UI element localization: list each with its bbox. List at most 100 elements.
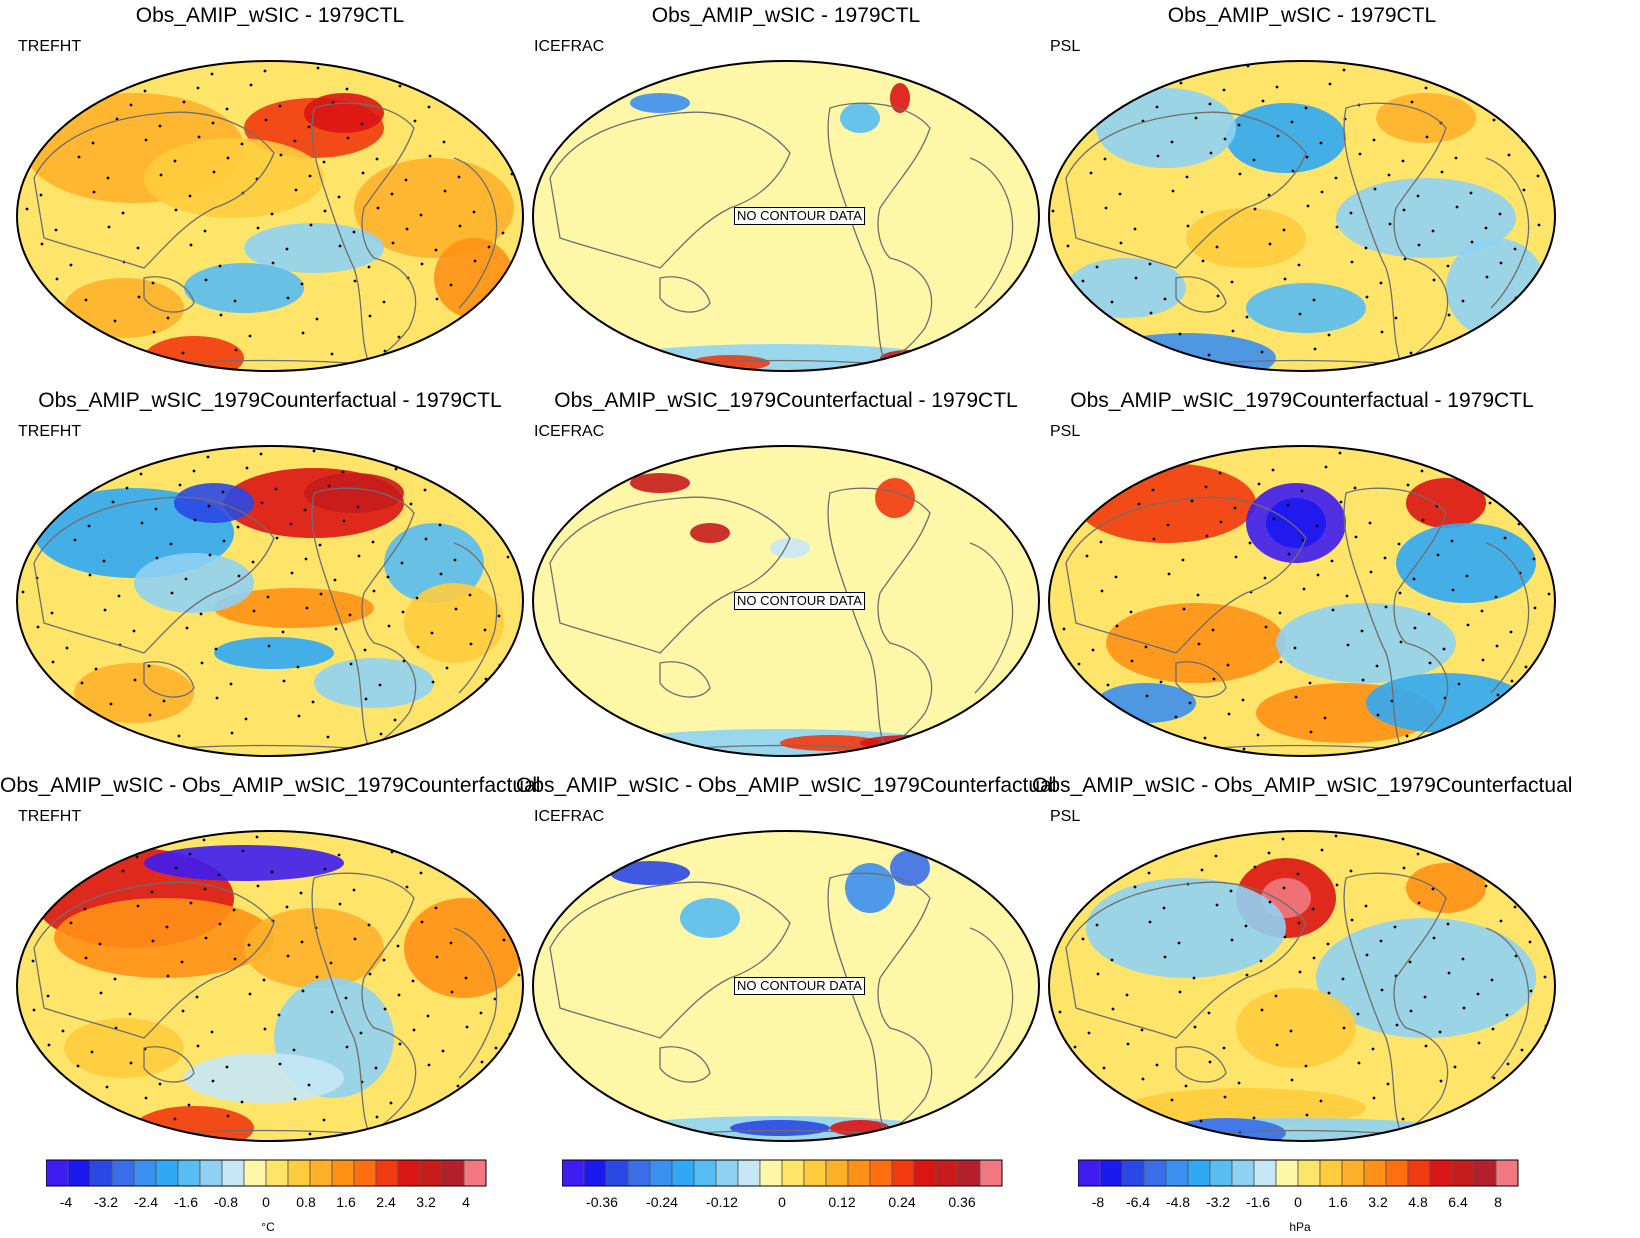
- panel-title: Obs_AMIP_wSIC_1979Counterfactual - 1979C…: [38, 389, 502, 412]
- colorbar-swatch: [1209, 1159, 1233, 1187]
- map-psl: [1048, 445, 1556, 757]
- map-field: [17, 61, 523, 371]
- anomaly-region: [1376, 93, 1476, 143]
- variable-label: ICEFRAC: [534, 808, 605, 825]
- colorbar-swatch: [671, 1159, 695, 1187]
- colorbar-swatch: [825, 1159, 849, 1187]
- colorbar-swatch: [1253, 1159, 1277, 1187]
- anomaly-region: [730, 1120, 830, 1136]
- map-field: [17, 446, 523, 756]
- anomaly-region: [1126, 1088, 1366, 1128]
- panel-title: Obs_AMIP_wSIC_1979Counterfactual - 1979C…: [554, 389, 1018, 412]
- colorbar-swatch: [869, 1159, 893, 1187]
- anomaly-region: [1336, 178, 1516, 258]
- colorbar-swatch: [419, 1159, 443, 1187]
- anomaly-region: [840, 103, 880, 133]
- anomaly-region: [244, 223, 384, 273]
- map-psl: [1048, 830, 1556, 1142]
- variable-label: PSL: [1050, 423, 1081, 440]
- colorbar-swatch: [1385, 1159, 1409, 1187]
- panel-r3c3: Obs_AMIP_wSIC - Obs_AMIP_wSIC_1979Counte…: [1032, 770, 1572, 1155]
- colorbar-swatch: [353, 1159, 377, 1187]
- colorbar-unit: hPa: [1289, 1220, 1311, 1234]
- panel-r2c3: Obs_AMIP_wSIC_1979Counterfactual - 1979C…: [1032, 385, 1572, 770]
- anomaly-region: [620, 344, 940, 371]
- colorbar-tick-label: 0.36: [948, 1194, 976, 1210]
- anomaly-region: [1236, 988, 1356, 1068]
- colorbar-swatch: [979, 1159, 1003, 1187]
- map-border: [532, 830, 1040, 1142]
- anomaly-region: [1366, 673, 1526, 733]
- anomaly-region: [1076, 463, 1256, 543]
- panel-r1c3: Obs_AMIP_wSIC - 1979CTL PSL: [1032, 0, 1572, 385]
- panel-title: Obs_AMIP_wSIC - Obs_AMIP_wSIC_1979Counte…: [516, 774, 1056, 797]
- colorbar-tick-label: 0.12: [828, 1194, 856, 1210]
- anomaly-region: [690, 523, 730, 543]
- colorbar-tick-label: 4.8: [1408, 1194, 1428, 1210]
- colorbar-swatch: [463, 1159, 487, 1187]
- colorbar-tick-label: 3.2: [1368, 1194, 1388, 1210]
- anomaly-region: [1276, 603, 1456, 683]
- colorbar-swatch: [133, 1159, 157, 1187]
- colorbar-swatch: [1121, 1159, 1145, 1187]
- anomaly-region: [890, 850, 930, 886]
- colorbar-swatch: [605, 1159, 629, 1187]
- colorbar-tick-label: 8: [1494, 1194, 1502, 1210]
- colorbar-swatch: [111, 1159, 135, 1187]
- colorbar-swatch: [803, 1159, 827, 1187]
- colorbar-tick-label: -6.4: [1125, 1194, 1151, 1210]
- anomaly-region: [304, 473, 404, 513]
- colorbar-swatch: [89, 1159, 113, 1187]
- colorbar-tick-label: -0.36: [586, 1194, 618, 1210]
- colorbar-swatches: [1077, 1159, 1519, 1187]
- colorbar-swatch: [583, 1159, 607, 1187]
- panel-r3c2: Obs_AMIP_wSIC - Obs_AMIP_wSIC_1979Counte…: [516, 770, 1056, 1155]
- anomaly-region: [1446, 238, 1546, 338]
- anomaly-region: [144, 138, 324, 218]
- colorbar-swatch: [375, 1159, 399, 1187]
- variable-label: PSL: [1050, 38, 1081, 55]
- panel-title: Obs_AMIP_wSIC - 1979CTL: [651, 4, 921, 27]
- variable-label: ICEFRAC: [534, 38, 605, 55]
- colorbar-swatch: [693, 1159, 717, 1187]
- anomaly-region: [64, 278, 184, 338]
- colorbar-tick-label: 1.6: [336, 1194, 356, 1210]
- colorbar-swatch: [1495, 1159, 1519, 1187]
- colorbar-tick-label: -1.6: [1245, 1194, 1271, 1210]
- map-field: [17, 831, 523, 1141]
- colorbar-tick-label: 0: [262, 1194, 270, 1210]
- coastlines: [549, 487, 1014, 754]
- anomaly-region: [314, 658, 434, 708]
- colorbar-swatch: [1143, 1159, 1167, 1187]
- no-contour-label: NO CONTOUR DATA: [734, 592, 865, 610]
- anomaly-region: [845, 863, 895, 913]
- colorbar-psl: hPa -8 -6.4 -4.8 -3.2 -1.6 0 1.6 3.2 4.8 6.4 8: [1077, 1158, 1558, 1238]
- anomaly-region: [214, 588, 374, 628]
- no-contour-label: NO CONTOUR DATA: [734, 207, 865, 225]
- map-border: [16, 445, 524, 757]
- anomaly-region: [384, 523, 484, 603]
- map-border: [532, 60, 1040, 372]
- colorbar-swatch: [1165, 1159, 1189, 1187]
- colorbar-swatch: [155, 1159, 179, 1187]
- colorbar-tick-label: -0.24: [646, 1194, 678, 1210]
- anomaly-region: [1226, 103, 1346, 173]
- colorbar-swatch: [957, 1159, 981, 1187]
- variable-label: ICEFRAC: [534, 423, 605, 440]
- colorbar-swatch: [1341, 1159, 1365, 1187]
- colorbar-tick-label: 0.24: [888, 1194, 916, 1210]
- colorbar-swatch: [45, 1159, 69, 1187]
- anomaly-region: [1406, 478, 1486, 528]
- colorbar-tick-label: -0.8: [213, 1194, 239, 1210]
- colorbar-tick-label: -0.12: [706, 1194, 738, 1210]
- anomaly-region: [680, 898, 740, 938]
- colorbar-swatch: [1231, 1159, 1255, 1187]
- anomaly-region: [1316, 918, 1536, 1038]
- colorbar-tick-label: 6.4: [1448, 1194, 1468, 1210]
- map-border: [532, 445, 1040, 757]
- map-border: [16, 60, 524, 372]
- colorbar-swatch: [891, 1159, 915, 1187]
- anomaly-region: [404, 898, 523, 998]
- anomaly-region: [184, 263, 304, 313]
- colorbar-tick-label: 1.6: [1328, 1194, 1348, 1210]
